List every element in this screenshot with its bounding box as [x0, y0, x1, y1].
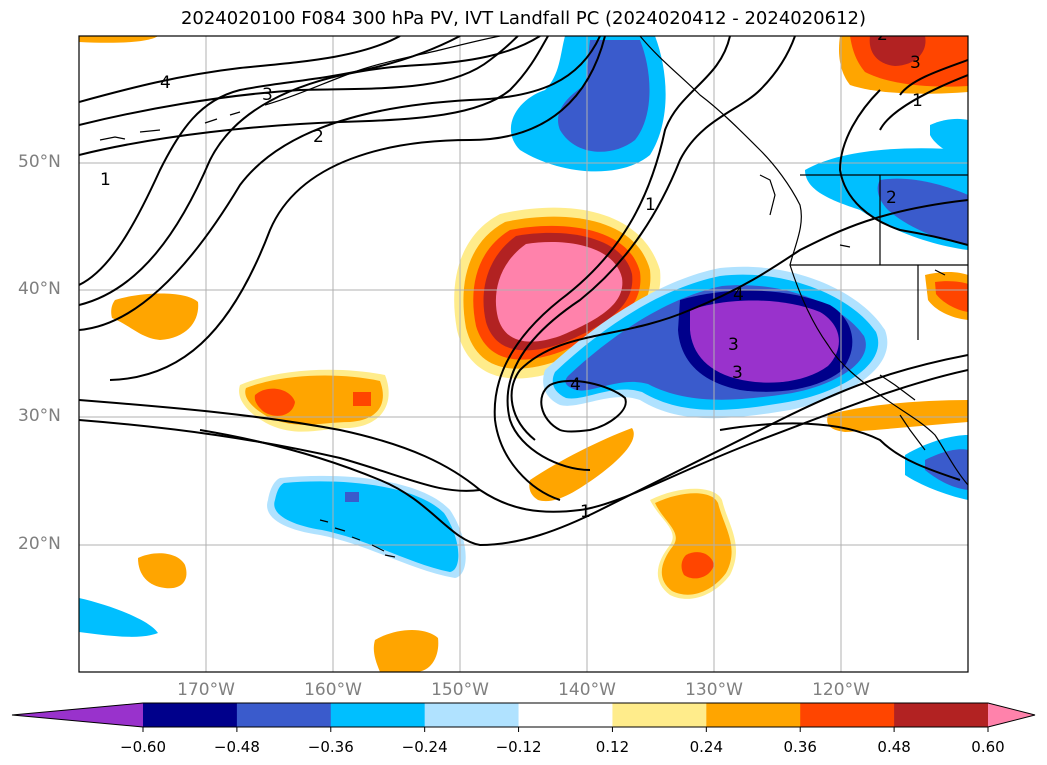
contour-labels: 4 3 2 1 4 3 4 3 2 1 3 1 2 1	[100, 25, 923, 522]
lat-label-40n: 40°N	[18, 279, 61, 299]
colorbar-tick-label: −0.24	[401, 738, 448, 756]
svg-text:3: 3	[732, 363, 743, 383]
lon-label-170w: 170°W	[177, 680, 235, 700]
lon-label-160w: 160°W	[304, 680, 362, 700]
colorbar-tick-label: −0.12	[495, 738, 542, 756]
svg-text:1: 1	[645, 195, 656, 215]
colorbar-bin	[612, 703, 707, 727]
lat-label-20n: 20°N	[18, 534, 61, 554]
svg-text:3: 3	[910, 53, 921, 73]
map-frame	[78, 35, 969, 673]
colorbar-tick-label: 0.12	[595, 738, 630, 756]
colorbar-bin	[706, 703, 801, 727]
colorbar-bin	[143, 703, 238, 727]
colorbar-tick-label: −0.60	[120, 738, 166, 756]
colorbar-bin	[236, 703, 332, 727]
colorbar-bin	[894, 703, 989, 727]
svg-text:4: 4	[733, 285, 744, 305]
svg-text:1: 1	[580, 502, 591, 522]
lon-label-130w: 130°W	[685, 680, 743, 700]
colorbar-extend-max	[988, 703, 1035, 727]
lat-label-30n: 30°N	[18, 406, 61, 426]
graticule	[79, 36, 968, 672]
colorbar-extend-min	[12, 703, 143, 727]
colorbar-tick-label: −0.48	[213, 738, 260, 756]
negative-anomaly-offshore	[543, 266, 888, 419]
colorbar-tick-label: 0.24	[689, 738, 724, 756]
svg-text:2: 2	[313, 127, 324, 147]
colorbar-bin	[800, 703, 895, 727]
lon-label-150w: 150°W	[431, 680, 489, 700]
colorbar-tick-label: −0.36	[307, 738, 354, 756]
map-title: 2024020100 F084 300 hPa PV, IVT Landfall…	[180, 8, 867, 29]
svg-text:4: 4	[570, 375, 581, 395]
lat-label-50n: 50°N	[18, 152, 61, 172]
negative-anomaly-alaska	[510, 36, 666, 172]
colorbar-bin	[330, 703, 426, 727]
lon-label-120w: 120°W	[812, 680, 870, 700]
map-fields: 4 3 2 1 4 3 4 3 2 1 3 1 2 1	[79, 25, 968, 672]
colorbar-tick-label: 0.48	[877, 738, 911, 756]
negative-anomaly-southwest	[79, 598, 158, 637]
svg-text:1: 1	[912, 91, 923, 111]
colorbar-bin	[424, 703, 520, 727]
colorbar	[11, 702, 1036, 732]
svg-text:4: 4	[160, 73, 171, 93]
svg-text:2: 2	[877, 25, 888, 45]
colorbar-tick-label: 0.60	[971, 738, 1005, 756]
colorbar-tick-label: 0.36	[783, 738, 817, 756]
lon-label-140w: 140°W	[558, 680, 616, 700]
colorbar-bin	[518, 703, 613, 727]
svg-text:1: 1	[100, 170, 111, 190]
pv-contours	[79, 36, 968, 547]
negative-anomaly-east	[805, 118, 968, 500]
svg-text:2: 2	[886, 188, 897, 208]
svg-text:3: 3	[262, 85, 273, 105]
positive-anomaly-small-patches	[79, 36, 968, 672]
svg-text:3: 3	[728, 335, 739, 355]
